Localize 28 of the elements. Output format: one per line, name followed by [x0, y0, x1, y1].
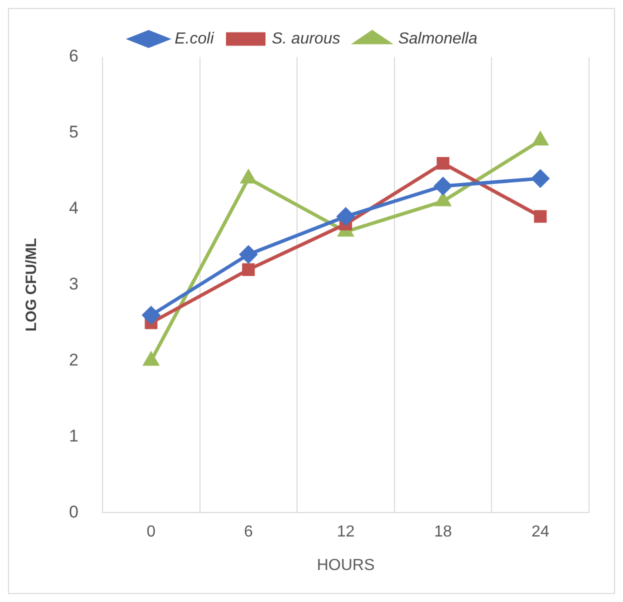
point	[242, 263, 255, 276]
y-tick-label: 1	[68, 426, 78, 446]
point	[534, 210, 547, 223]
legend-label: Salmonella	[398, 30, 478, 48]
legend-label: S. aurous	[272, 30, 340, 48]
x-tick-label: 0	[146, 524, 156, 541]
point	[241, 170, 256, 184]
point	[532, 170, 550, 188]
point	[336, 208, 354, 226]
point	[532, 132, 548, 146]
y-tick-label: 4	[68, 198, 78, 218]
point	[436, 156, 450, 170]
x-axis-title: HOURS	[316, 556, 375, 574]
x-tick-label: 24	[531, 524, 550, 541]
y-axis-title: LOG CFU/ML	[23, 238, 40, 332]
point	[434, 177, 452, 195]
x-tick-label: 6	[244, 524, 253, 541]
point	[436, 193, 450, 206]
legend-label: E.coli	[174, 30, 214, 48]
point	[240, 246, 258, 264]
y-tick-label: 6	[68, 46, 78, 66]
y-tick-label: 2	[68, 350, 78, 370]
y-tick-label: 3	[68, 274, 78, 294]
x-tick-label: 12	[336, 524, 355, 541]
x-tick-label: 18	[434, 524, 452, 541]
point	[142, 306, 160, 324]
y-tick-label: 5	[68, 122, 78, 142]
y-tick-label: 0	[68, 502, 78, 522]
